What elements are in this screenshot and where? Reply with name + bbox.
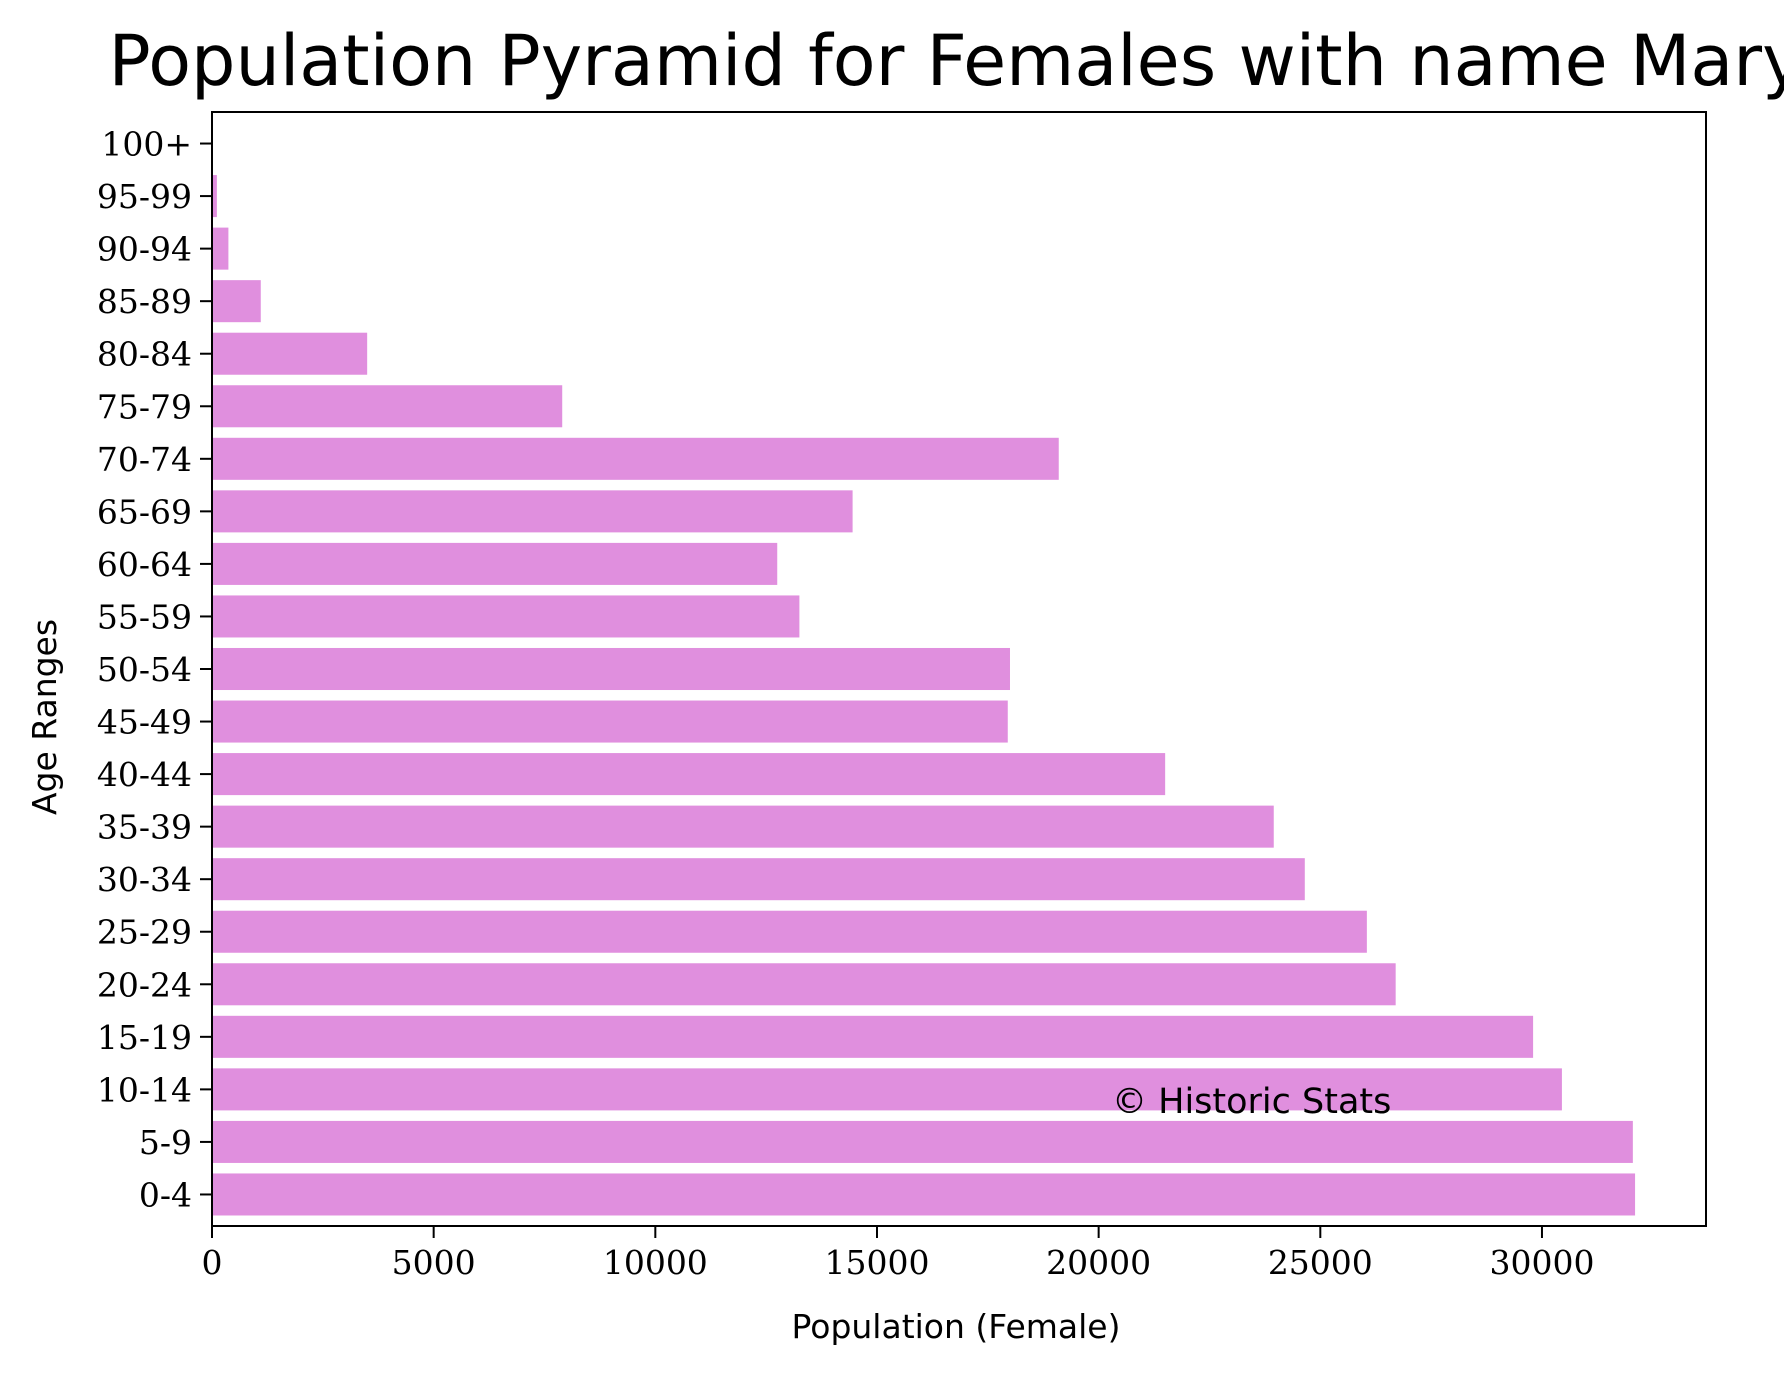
y-tick-label: 20-24 [97,965,192,1004]
x-tick-label: 25000 [1268,1243,1373,1282]
y-tick-label: 60-64 [97,545,192,584]
plot-area-frame [211,111,1707,1227]
y-tick-label: 5-9 [139,1123,192,1162]
bar-60-64 [212,542,778,585]
bar-25-29 [212,910,1367,953]
y-tick-label: 80-84 [97,335,192,374]
y-tick-label: 40-44 [97,755,192,794]
chart-title: Population Pyramid for Females with name… [108,20,1784,102]
bar-series [212,122,1636,1216]
bar-85-89 [212,280,261,323]
y-tick-label: 35-39 [97,808,192,847]
x-tick-label: 20000 [1046,1243,1151,1282]
y-tick-label: 70-74 [97,440,192,479]
x-tick-label: 10000 [603,1243,708,1282]
x-tick-label: 15000 [824,1243,929,1282]
y-tick-label: 45-49 [97,703,192,742]
bar-70-74 [212,437,1059,480]
bar-45-49 [212,700,1008,743]
bar-50-54 [212,647,1010,691]
y-tick-label: 95-99 [97,177,192,216]
x-axis-ticks: 0 5000 10000 15000 20000 25000 30000 [202,1226,1594,1282]
bar-80-84 [212,332,368,375]
y-tick-label: 90-94 [97,230,192,269]
y-tick-label: 75-79 [97,387,192,426]
bar-90-94 [212,227,229,270]
bar-75-79 [212,385,563,428]
x-axis-label: Population (Female) [792,1307,1121,1346]
bar-55-59 [212,595,800,638]
watermark: © Historic Stats [1112,1082,1391,1122]
bar-40-44 [212,753,1166,796]
bar-0-4 [212,1173,1636,1216]
y-tick-label: 65-69 [97,492,192,531]
bar-95-99 [212,175,217,218]
y-tick-label: 30-34 [97,860,192,899]
bar-5-9 [212,1120,1633,1163]
bar-10-14 [212,1068,1562,1111]
x-tick-label: 30000 [1489,1243,1594,1282]
bar-15-19 [212,1015,1534,1058]
x-tick-label: 5000 [392,1243,476,1282]
y-tick-label: 50-54 [97,650,192,689]
y-axis-label: Age Ranges [25,619,64,815]
y-tick-label: 10-14 [97,1070,192,1109]
watermark-text: © Historic Stats [1112,1082,1391,1122]
bar-20-24 [212,963,1396,1006]
bar-35-39 [212,805,1274,848]
bar-30-34 [212,858,1305,901]
y-tick-label: 15-19 [97,1018,192,1057]
y-tick-label: 100+ [101,125,192,164]
y-tick-label: 25-29 [97,913,192,952]
y-tick-label: 55-59 [97,597,192,636]
x-tick-label: 0 [202,1243,223,1282]
y-tick-label: 85-89 [97,282,192,321]
bar-65-69 [212,490,853,533]
y-axis-ticks: 0-4 5-9 10-14 15-19 20-24 25-29 30-34 35-39 40-4… [97,125,212,1214]
y-tick-label: 0-4 [139,1175,192,1214]
